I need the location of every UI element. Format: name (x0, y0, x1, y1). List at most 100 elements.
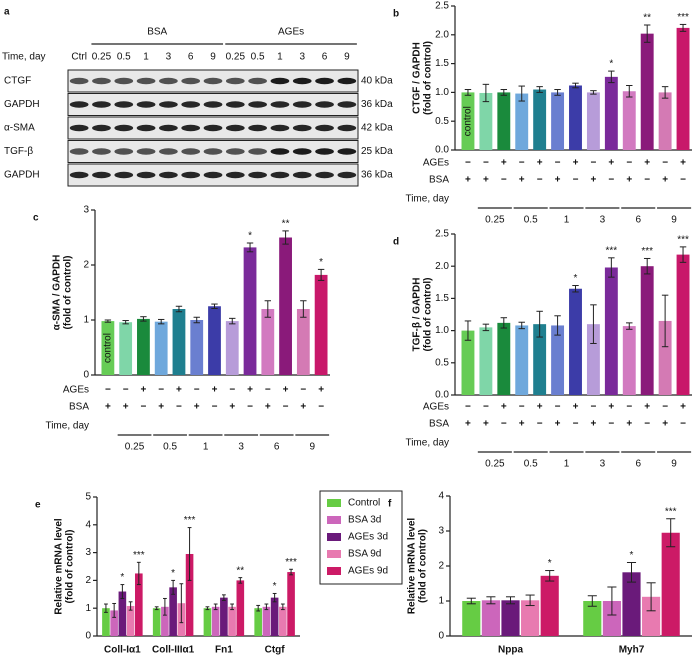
bar-label: control (103, 333, 114, 363)
band (292, 171, 312, 179)
bar (287, 572, 295, 636)
bar (228, 606, 236, 636)
lane-label: 6 (188, 52, 194, 63)
band (315, 101, 334, 108)
table-sign: − (501, 175, 507, 186)
significance: *** (677, 12, 689, 23)
lane-label: 3 (166, 52, 172, 63)
y-axis-label: (fold of control) (65, 530, 76, 604)
table-sign: + (158, 402, 164, 413)
y-tick-label: 3 (85, 547, 91, 558)
table-sign: + (465, 175, 471, 186)
row-label: GAPDH (4, 170, 40, 181)
significance: *** (641, 246, 653, 257)
size-label: 36 kDa (361, 99, 393, 110)
table-sign: − (283, 402, 289, 413)
band (292, 124, 312, 132)
band (337, 148, 357, 155)
bar (497, 92, 511, 150)
time-group-label: 6 (274, 442, 280, 453)
significance: * (548, 558, 552, 569)
bar (461, 330, 475, 395)
bar (604, 267, 618, 395)
band (203, 77, 223, 85)
table-sign: + (501, 158, 507, 169)
bar (479, 327, 493, 395)
band (270, 148, 290, 155)
band (225, 101, 245, 108)
band (159, 148, 178, 155)
bar (279, 237, 292, 375)
y-tick-label: 2.0 (435, 261, 449, 272)
bar (515, 93, 529, 150)
table-sign: + (483, 419, 489, 430)
legend-label: BSA 3d (348, 515, 381, 526)
time-label: Time, day (45, 421, 89, 432)
time-group-label: 9 (671, 459, 677, 470)
bar (642, 596, 661, 636)
y-tick-label: 2 (85, 575, 91, 586)
table-sign: − (537, 419, 543, 430)
band (114, 171, 134, 179)
bar (211, 606, 220, 636)
table-sign: − (680, 419, 686, 430)
band (114, 101, 134, 108)
table-sign: + (194, 402, 200, 413)
table-sign: + (555, 419, 561, 430)
bar (462, 601, 481, 636)
bar (569, 85, 582, 150)
band (315, 171, 334, 179)
y-tick-label: 0.0 (435, 390, 449, 401)
table-sign: + (300, 402, 306, 413)
bar (190, 320, 204, 375)
significance: *** (677, 235, 689, 246)
y-tick-label: 3 (83, 205, 89, 216)
significance: *** (184, 515, 196, 526)
bar (243, 247, 257, 375)
band (159, 124, 178, 132)
y-tick-label: 0.0 (435, 145, 449, 156)
panel-letter: a (4, 7, 10, 18)
bar (533, 89, 547, 150)
table-sign: − (573, 175, 579, 186)
band (203, 171, 223, 179)
time-group-label: 9 (309, 442, 315, 453)
time-label: Time, day (405, 194, 449, 205)
legend-label: Control (348, 498, 380, 509)
band (136, 148, 156, 155)
time-group-label: 0.5 (163, 442, 177, 453)
bar (262, 606, 271, 636)
lane-label: 6 (322, 52, 328, 63)
table-sign: − (662, 158, 668, 169)
table-sign: + (662, 419, 668, 430)
x-tick-label: Myh7 (619, 645, 645, 656)
y-tick-label: 2 (83, 260, 89, 271)
bar (658, 92, 672, 150)
band (203, 124, 223, 132)
lane-label: 1 (277, 52, 283, 63)
table-sign: + (680, 158, 686, 169)
panel-letter: b (393, 9, 399, 20)
table-sign: − (247, 402, 253, 413)
time-group-label: 1 (564, 215, 570, 226)
significance: ** (236, 565, 244, 576)
row-label: CTGF (4, 76, 31, 87)
table-sign: − (519, 158, 525, 169)
bar (102, 608, 110, 636)
y-tick-label: 1.5 (435, 58, 449, 69)
band (292, 101, 312, 108)
table-sign: + (501, 402, 507, 413)
bar (497, 322, 511, 395)
table-sign: + (519, 419, 525, 430)
time-group-label: 6 (635, 215, 641, 226)
row-label: TGF-β (4, 146, 33, 157)
x-tick-label: Nppa (498, 645, 523, 656)
time-group-label: 0.25 (125, 442, 145, 453)
lane-label: 9 (344, 52, 350, 63)
y-tick-label: 1.5 (435, 293, 449, 304)
y-axis-label: Relative mRNA level (54, 518, 65, 615)
table-sign: + (555, 175, 561, 186)
y-tick-label: 2.0 (435, 29, 449, 40)
band (136, 77, 156, 85)
legend-swatch (327, 550, 341, 558)
